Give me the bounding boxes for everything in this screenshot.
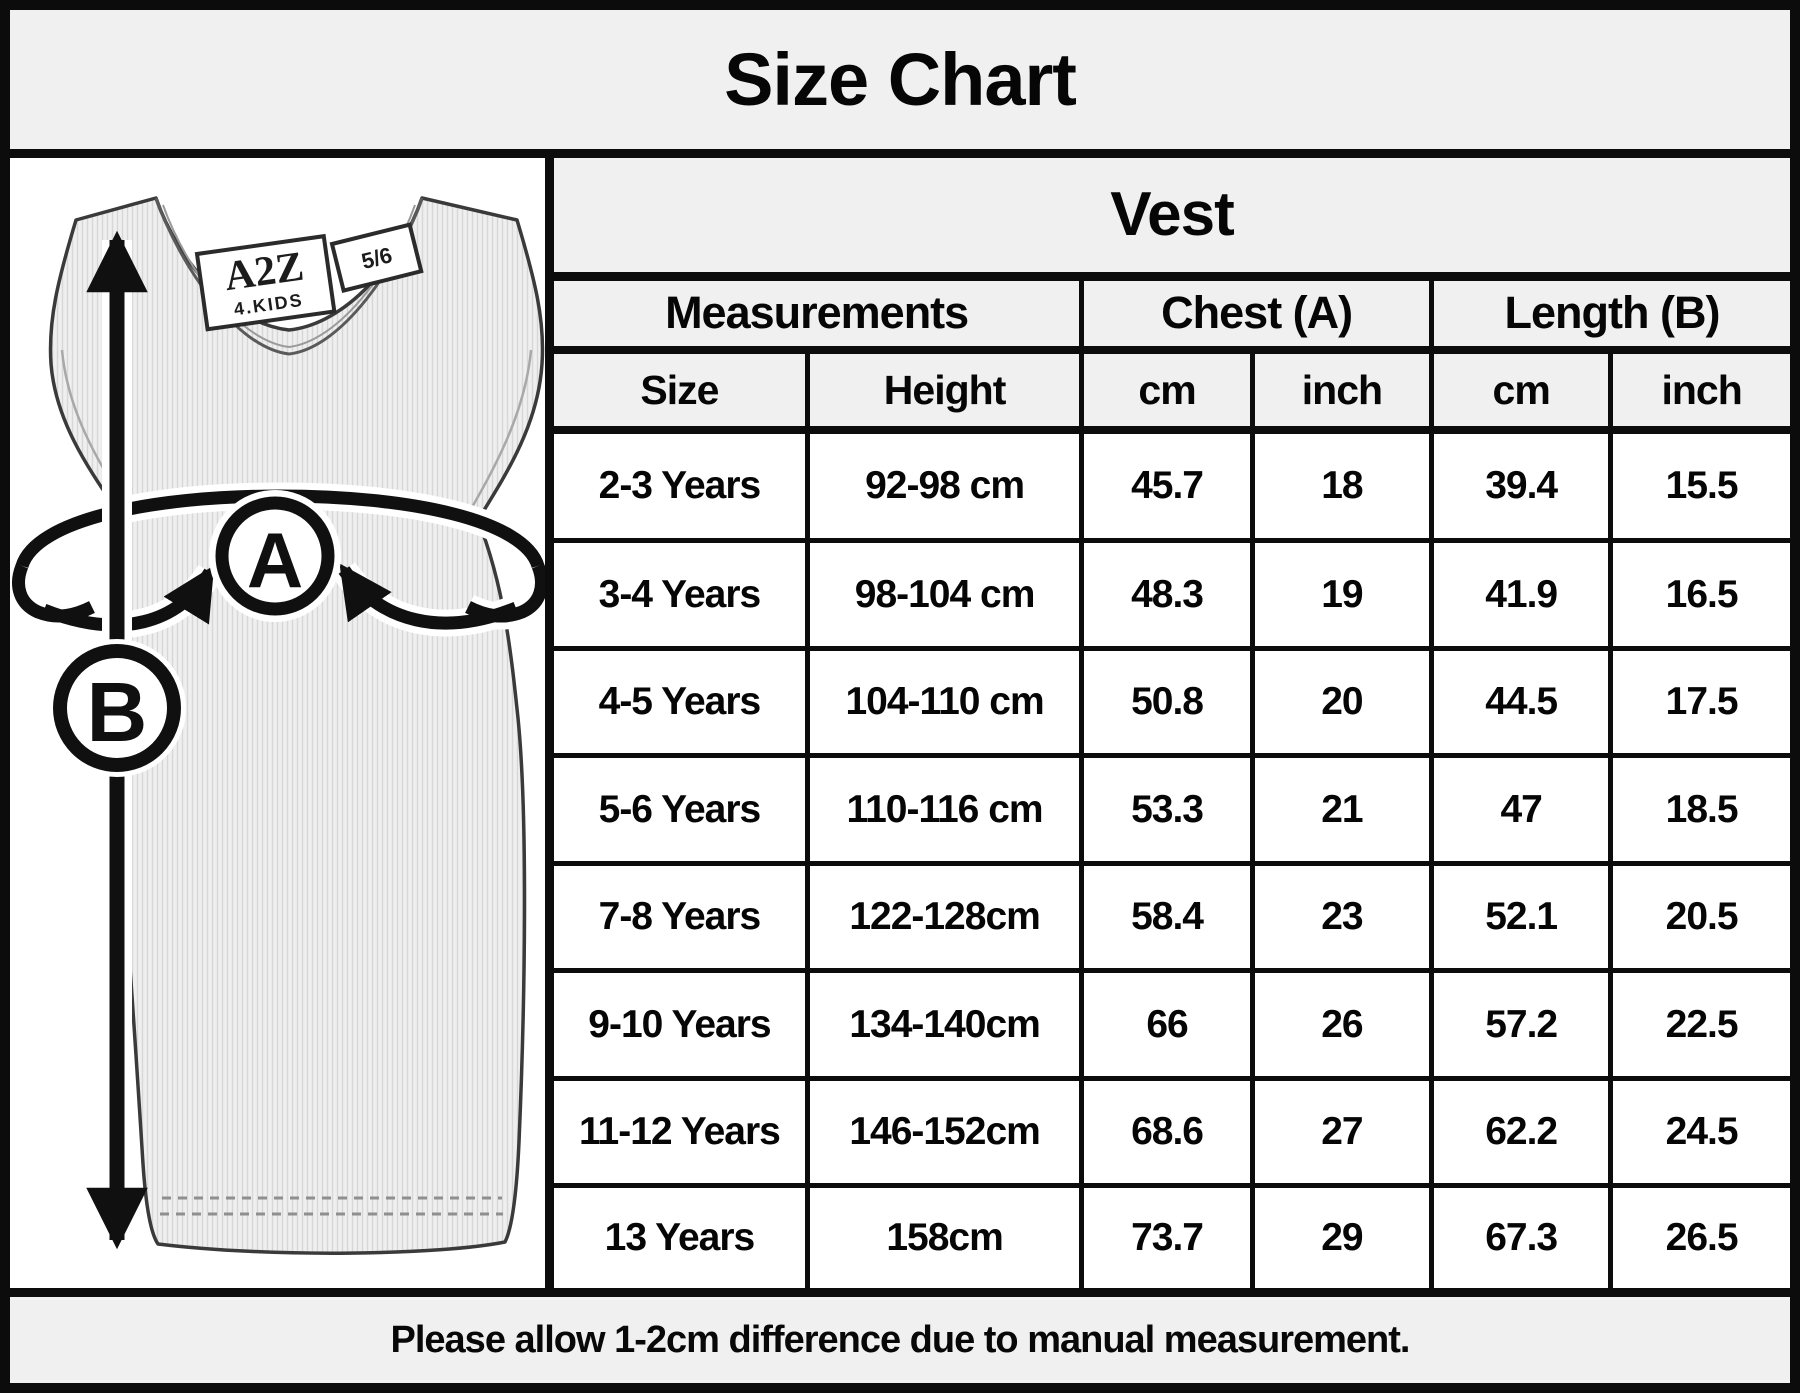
main-area: A2Z 4.KIDS 5/6 bbox=[10, 158, 1790, 1288]
height-cell: 122-128cm bbox=[804, 860, 1085, 974]
chest-cm-cell: 45.7 bbox=[1079, 427, 1255, 544]
height-cell: 146-152cm bbox=[804, 1075, 1085, 1189]
length-cm-cell: 39.4 bbox=[1429, 427, 1614, 544]
chest-label-badge: A bbox=[209, 490, 341, 622]
height-cell: 134-140cm bbox=[804, 968, 1085, 1081]
size-cell: 9-10 Years bbox=[554, 968, 810, 1081]
group-header-chest: Chest (A) bbox=[1079, 273, 1435, 354]
length-inch-cell: 16.5 bbox=[1608, 538, 1790, 651]
table-row: 3-4 Years 98-104 cm 48.3 19 41.9 16.5 bbox=[554, 538, 1790, 651]
col-header-size: Size bbox=[554, 347, 810, 434]
footer-band: Please allow 1-2cm difference due to man… bbox=[10, 1288, 1790, 1383]
length-inch-cell: 15.5 bbox=[1608, 427, 1790, 544]
table-row: 4-5 Years 104-110 cm 50.8 20 44.5 17.5 bbox=[554, 645, 1790, 759]
chest-inch-cell: 27 bbox=[1249, 1075, 1435, 1189]
length-inch-cell: 22.5 bbox=[1608, 968, 1790, 1081]
length-cm-cell: 41.9 bbox=[1429, 538, 1614, 651]
length-cm-cell: 52.1 bbox=[1429, 860, 1614, 974]
length-cm-cell: 44.5 bbox=[1429, 645, 1614, 759]
chest-inch-cell: 23 bbox=[1249, 860, 1435, 974]
size-cell: 13 Years bbox=[554, 1183, 810, 1288]
chest-cm-cell: 50.8 bbox=[1079, 645, 1255, 759]
table-row: 5-6 Years 110-116 cm 53.3 21 47 18.5 bbox=[554, 753, 1790, 866]
length-cm-cell: 57.2 bbox=[1429, 968, 1614, 1081]
chest-cm-cell: 53.3 bbox=[1079, 753, 1255, 866]
col-header-length-cm: cm bbox=[1429, 347, 1614, 434]
chest-cm-cell: 68.6 bbox=[1079, 1075, 1255, 1189]
chest-inch-cell: 29 bbox=[1249, 1183, 1435, 1288]
chest-label: A bbox=[247, 516, 303, 604]
length-label: B bbox=[87, 665, 148, 759]
table-row: 2-3 Years 92-98 cm 45.7 18 39.4 15.5 bbox=[554, 427, 1790, 544]
length-measure-arrow: B bbox=[48, 230, 186, 1250]
height-cell: 98-104 cm bbox=[804, 538, 1085, 651]
size-cell: 2-3 Years bbox=[554, 427, 810, 544]
brand-tag-text: A2Z bbox=[222, 244, 307, 301]
size-cell: 4-5 Years bbox=[554, 645, 810, 759]
size-cell: 7-8 Years bbox=[554, 860, 810, 974]
product-header-row: Vest bbox=[554, 158, 1790, 281]
length-cm-cell: 47 bbox=[1429, 753, 1614, 866]
length-inch-cell: 17.5 bbox=[1608, 645, 1790, 759]
col-header-height: Height bbox=[804, 347, 1085, 434]
col-header-length-inch: inch bbox=[1608, 347, 1790, 434]
table-row: 7-8 Years 122-128cm 58.4 23 52.1 20.5 bbox=[554, 860, 1790, 974]
size-cell: 5-6 Years bbox=[554, 753, 810, 866]
size-table-body: 2-3 Years 92-98 cm 45.7 18 39.4 15.5 3-4 Years… bbox=[554, 427, 1790, 1288]
col-header-chest-cm: cm bbox=[1079, 347, 1255, 434]
footer-note: Please allow 1-2cm difference due to man… bbox=[390, 1318, 1411, 1361]
chest-inch-cell: 19 bbox=[1249, 538, 1435, 651]
chest-inch-cell: 21 bbox=[1249, 753, 1435, 866]
chest-cm-cell: 48.3 bbox=[1079, 538, 1255, 651]
height-cell: 158cm bbox=[804, 1183, 1085, 1288]
chest-inch-cell: 26 bbox=[1249, 968, 1435, 1081]
collar-tag: A2Z 4.KIDS bbox=[194, 233, 337, 332]
size-cell: 11-12 Years bbox=[554, 1075, 810, 1189]
size-tag: 5/6 bbox=[329, 222, 424, 293]
page-title: Size Chart bbox=[724, 38, 1077, 121]
length-inch-cell: 26.5 bbox=[1608, 1183, 1790, 1288]
length-inch-cell: 18.5 bbox=[1608, 753, 1790, 866]
length-inch-cell: 20.5 bbox=[1608, 860, 1790, 974]
col-header-chest-inch: inch bbox=[1249, 347, 1435, 434]
group-header-row: Measurements Chest (A) Length (B) bbox=[554, 273, 1790, 354]
height-cell: 104-110 cm bbox=[804, 645, 1085, 759]
vest-illustration-panel: A2Z 4.KIDS 5/6 bbox=[10, 158, 554, 1288]
armhole-rib-right bbox=[465, 349, 533, 517]
chest-cm-cell: 66 bbox=[1079, 968, 1255, 1081]
chest-cm-cell: 73.7 bbox=[1079, 1183, 1255, 1288]
size-cell: 3-4 Years bbox=[554, 538, 810, 651]
length-cm-cell: 62.2 bbox=[1429, 1075, 1614, 1189]
table-row: 9-10 Years 134-140cm 66 26 57.2 22.5 bbox=[554, 968, 1790, 1081]
vest-illustration: A2Z 4.KIDS 5/6 bbox=[10, 196, 545, 1255]
chest-inch-cell: 20 bbox=[1249, 645, 1435, 759]
size-table: Vest Measurements Chest (A) Length (B) S… bbox=[554, 158, 1790, 1288]
height-cell: 92-98 cm bbox=[804, 427, 1085, 544]
length-inch-cell: 24.5 bbox=[1608, 1075, 1790, 1189]
chest-cm-cell: 58.4 bbox=[1079, 860, 1255, 974]
height-cell: 110-116 cm bbox=[804, 753, 1085, 866]
product-title: Vest bbox=[554, 158, 1790, 281]
size-table-panel: Vest Measurements Chest (A) Length (B) S… bbox=[554, 158, 1790, 1288]
group-header-length: Length (B) bbox=[1429, 273, 1790, 354]
column-header-row: Size Height cm inch cm inch bbox=[554, 347, 1790, 434]
chest-inch-cell: 18 bbox=[1249, 427, 1435, 544]
title-band: Size Chart bbox=[10, 10, 1790, 158]
table-row: 11-12 Years 146-152cm 68.6 27 62.2 24.5 bbox=[554, 1075, 1790, 1189]
group-header-measurements: Measurements bbox=[554, 273, 1085, 354]
table-row: 13 Years 158cm 73.7 29 67.3 26.5 bbox=[554, 1183, 1790, 1288]
length-cm-cell: 67.3 bbox=[1429, 1183, 1614, 1288]
length-label-badge: B bbox=[48, 639, 186, 777]
